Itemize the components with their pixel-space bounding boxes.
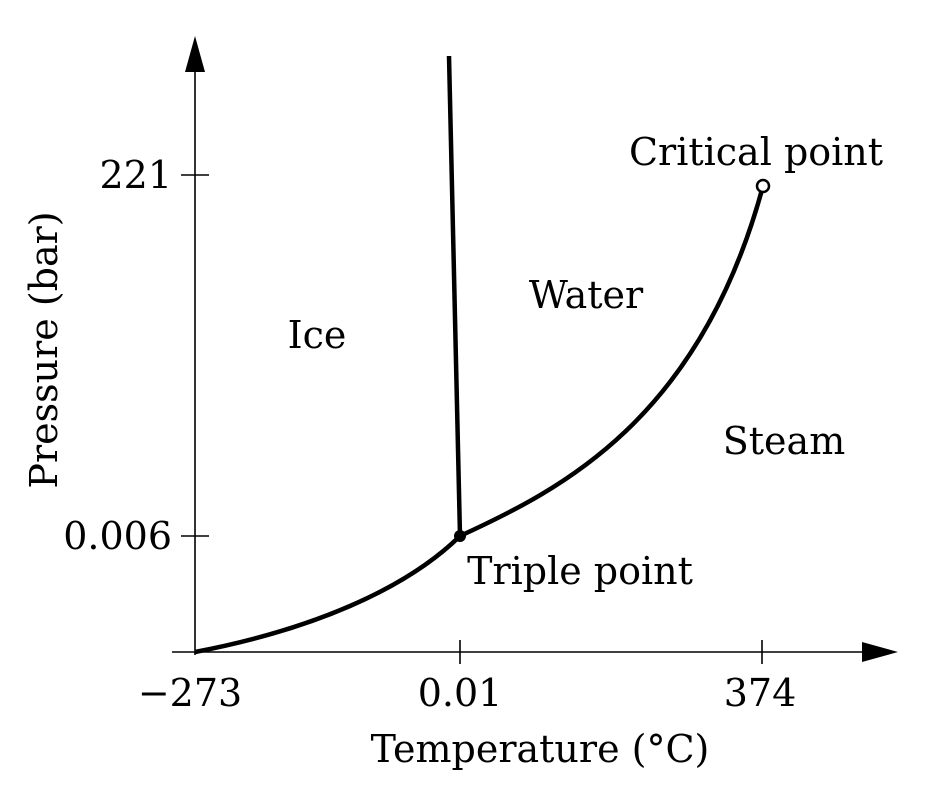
y-axis-arrow [185,36,205,72]
critical-point-label: Critical point [629,130,883,174]
x-tick-label-001: 0.01 [418,671,503,715]
triple-point-marker [454,530,466,542]
melting-curve [446,55,463,537]
y-tick-label-221: 221 [99,153,172,197]
triple-point-label: Triple point [467,549,693,593]
sublimation-vaporization-curve [194,185,766,655]
critical-point-marker [755,178,771,194]
x-tick-label-273: −273 [138,671,242,715]
x-tick-label-374: 374 [724,671,797,715]
x-axis-arrow [862,642,898,662]
region-label-ice: Ice [288,313,347,357]
region-label-water: Water [529,273,644,317]
y-axis-title: Pressure (bar) [22,211,66,488]
region-label-steam: Steam [723,419,845,463]
y-tick-label-0006: 0.006 [63,514,172,558]
x-axis-title: Temperature (°C) [371,727,710,771]
